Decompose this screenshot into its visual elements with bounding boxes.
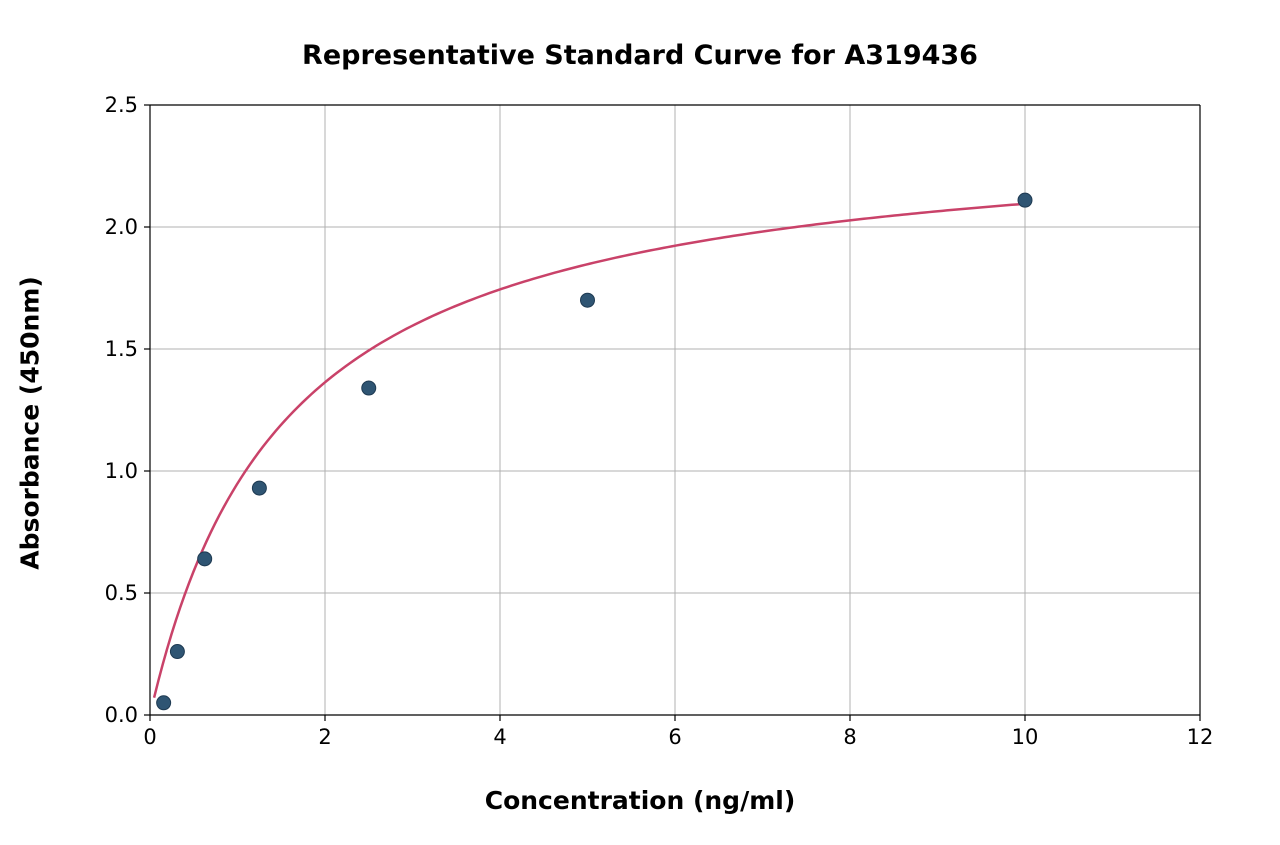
chart-container: Representative Standard Curve for A31943… [0,0,1280,845]
fitted-curve [154,204,1025,698]
x-tick-label: 0 [143,725,156,749]
data-point [252,481,266,495]
plot-svg [150,105,1200,715]
x-axis-label: Concentration (ng/ml) [0,786,1280,815]
y-tick-label: 0.0 [105,703,138,727]
x-tick-label: 8 [843,725,856,749]
data-point [157,696,171,710]
chart-title: Representative Standard Curve for A31943… [0,40,1280,71]
y-tick-label: 1.0 [105,459,138,483]
x-tick-label: 10 [1012,725,1039,749]
x-tick-label: 2 [318,725,331,749]
plot-area: 0246810120.00.51.01.52.02.5 [150,105,1200,715]
y-tick-label: 2.0 [105,215,138,239]
y-tick-label: 1.5 [105,337,138,361]
y-tick-label: 2.5 [105,93,138,117]
data-point [170,645,184,659]
data-point [362,381,376,395]
y-tick-label: 0.5 [105,581,138,605]
data-point [198,552,212,566]
x-tick-label: 4 [493,725,506,749]
x-tick-label: 12 [1187,725,1214,749]
x-tick-label: 6 [668,725,681,749]
data-point [1018,193,1032,207]
y-axis-label: Absorbance (450nm) [16,276,45,570]
data-point [581,293,595,307]
